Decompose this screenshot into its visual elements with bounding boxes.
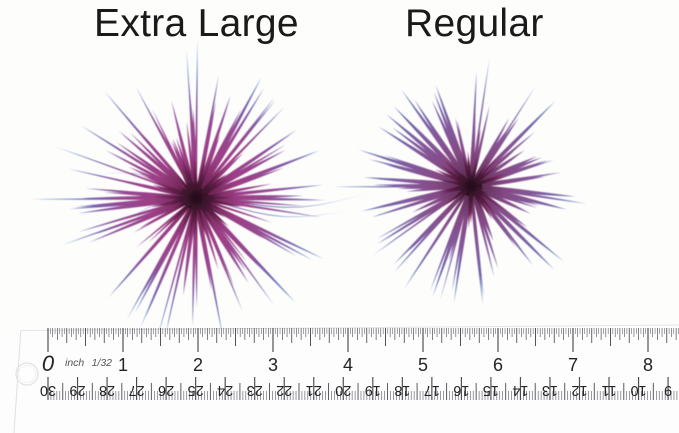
svg-text:29: 29 [69, 382, 85, 398]
svg-text:12: 12 [571, 382, 587, 398]
svg-text:24: 24 [217, 382, 233, 398]
svg-text:3: 3 [268, 355, 278, 375]
svg-text:30: 30 [40, 382, 56, 398]
svg-text:23: 23 [247, 382, 263, 398]
svg-text:16: 16 [453, 382, 469, 398]
svg-text:15: 15 [483, 382, 499, 398]
svg-text:13: 13 [542, 382, 558, 398]
svg-text:0: 0 [42, 351, 55, 376]
svg-text:11: 11 [601, 382, 616, 398]
svg-text:1: 1 [118, 355, 128, 375]
svg-text:20: 20 [335, 382, 351, 398]
svg-text:5: 5 [418, 355, 428, 375]
svg-text:21: 21 [306, 382, 322, 398]
svg-text:19: 19 [365, 382, 381, 398]
svg-text:9: 9 [664, 382, 672, 398]
svg-text:27: 27 [129, 382, 145, 398]
svg-text:6: 6 [493, 355, 503, 375]
svg-text:26: 26 [158, 382, 174, 398]
svg-text:inch: inch [65, 357, 84, 369]
svg-text:2: 2 [193, 355, 203, 375]
svg-text:25: 25 [188, 382, 204, 398]
svg-text:1/32: 1/32 [92, 357, 113, 369]
svg-text:4: 4 [343, 355, 353, 375]
svg-text:7: 7 [568, 355, 578, 375]
svg-text:8: 8 [643, 355, 653, 375]
svg-text:14: 14 [512, 382, 528, 398]
svg-text:28: 28 [99, 382, 115, 398]
svg-text:22: 22 [276, 382, 292, 398]
svg-text:18: 18 [394, 382, 410, 398]
svg-text:10: 10 [630, 382, 646, 398]
svg-text:17: 17 [424, 382, 440, 398]
